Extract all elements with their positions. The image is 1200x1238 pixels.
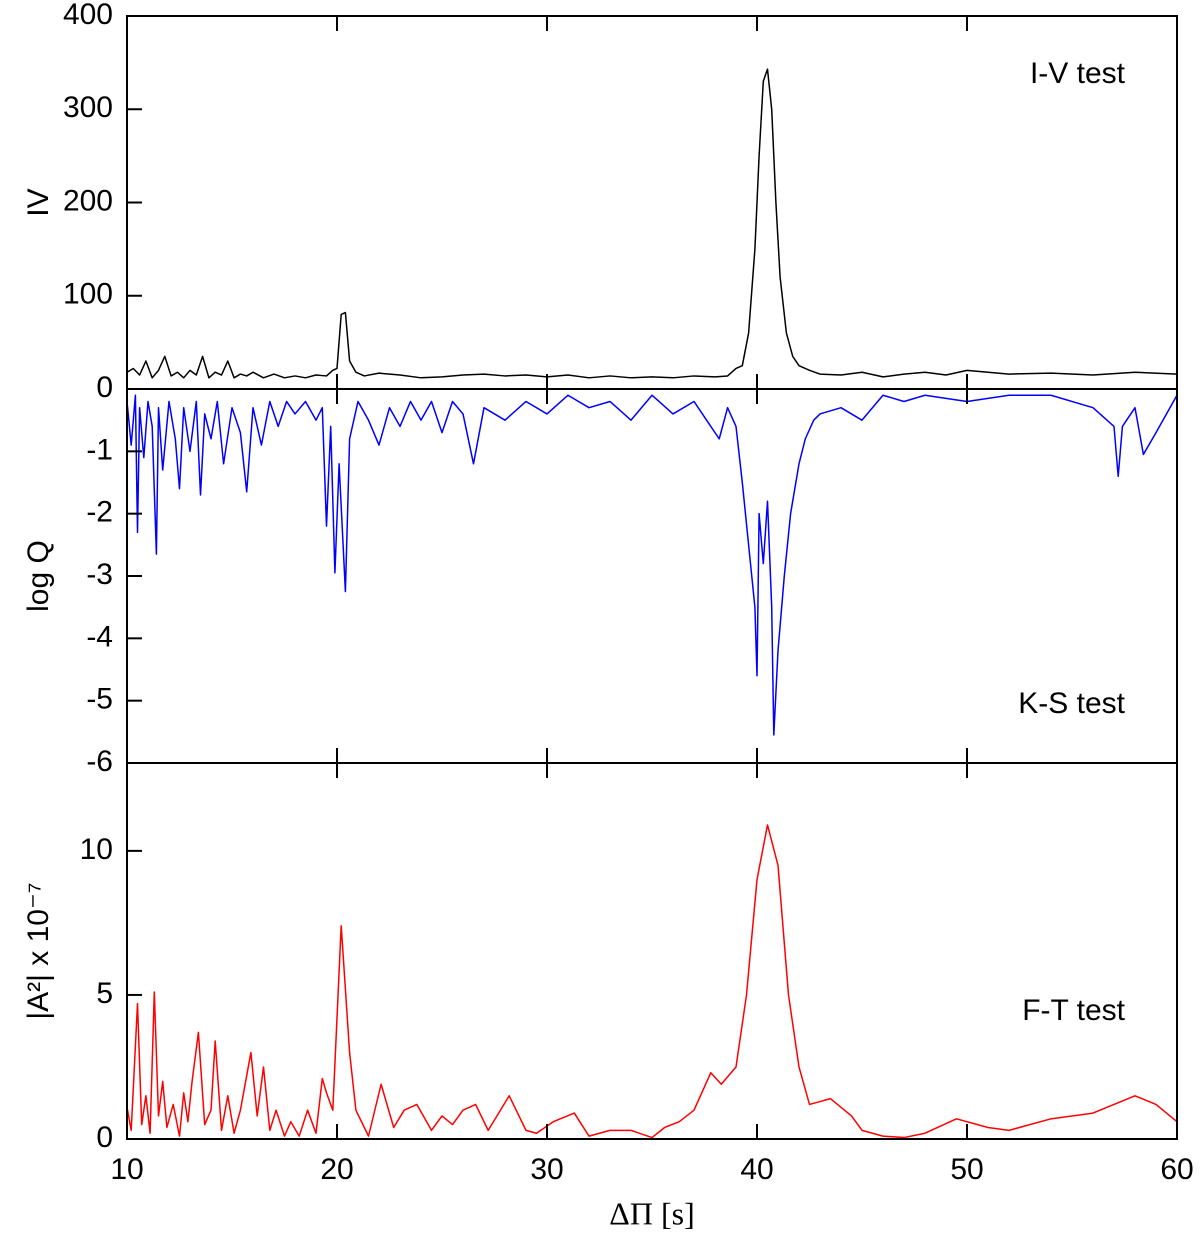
x-tick-label: 30 — [530, 1153, 563, 1186]
y-tick-label: 400 — [63, 0, 113, 31]
y-tick-label: 5 — [96, 977, 113, 1010]
y-tick-label: 100 — [63, 278, 113, 311]
y-tick-label: -1 — [86, 433, 113, 466]
y-tick-label: -5 — [86, 683, 113, 716]
y-axis-label: IV — [22, 188, 55, 216]
y-tick-label: -3 — [86, 558, 113, 591]
y-tick-label: 0 — [96, 371, 113, 404]
x-tick-label: 10 — [110, 1153, 143, 1186]
plot-frame — [126, 15, 1178, 390]
y-tick-label: 0 — [96, 1121, 113, 1154]
x-tick-label: 40 — [740, 1153, 773, 1186]
y-tick-label: 10 — [80, 833, 113, 866]
x-tick-label: 50 — [950, 1153, 983, 1186]
data-line — [126, 824, 1178, 1139]
data-line — [126, 68, 1178, 379]
y-tick-label: 300 — [63, 91, 113, 124]
x-tick-label: 20 — [320, 1153, 353, 1186]
annotation: I-V test — [1030, 57, 1126, 90]
plot-frame — [126, 762, 1178, 1140]
y-axis-label: log Q — [22, 540, 55, 612]
y-tick-label: -2 — [86, 496, 113, 529]
x-tick-label: 60 — [1160, 1153, 1193, 1186]
y-tick-label: 200 — [63, 184, 113, 217]
y-tick-label: -4 — [86, 620, 113, 653]
y-axis-label: |A²| x 10⁻⁷ — [22, 882, 55, 1019]
annotation: F-T test — [1022, 994, 1125, 1027]
y-tick-label: -6 — [86, 745, 113, 778]
x-axis-label: ΔΠ [s] — [609, 1195, 694, 1231]
annotation: K-S test — [1018, 687, 1125, 720]
data-line — [126, 394, 1178, 736]
